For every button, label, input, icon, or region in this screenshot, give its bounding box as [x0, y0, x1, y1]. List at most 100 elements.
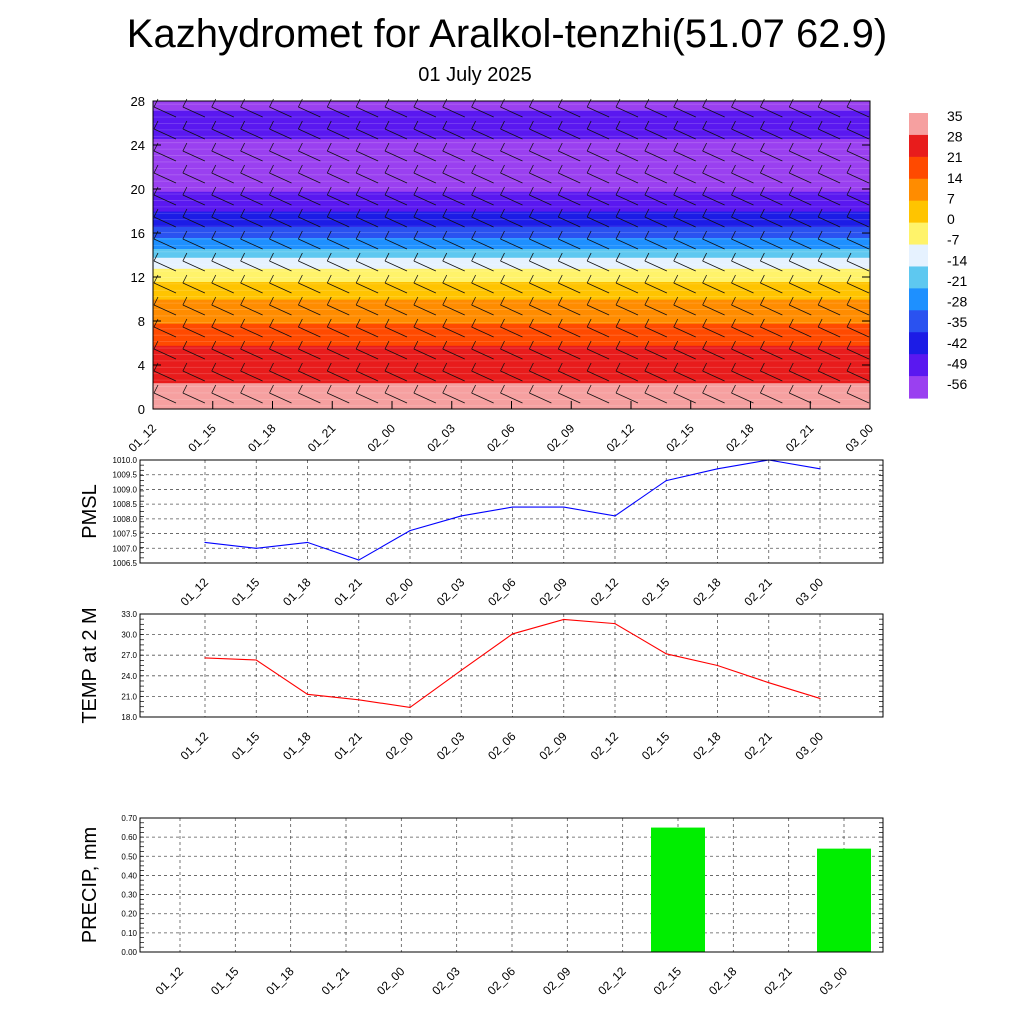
wind-barb-feather	[442, 120, 448, 130]
heatmap-cell	[153, 305, 870, 309]
y-tick-label: 0.30	[121, 891, 137, 900]
colorbar-swatch	[909, 266, 928, 289]
wind-barb-feather	[211, 230, 217, 240]
wind-barb	[153, 348, 177, 360]
wind-barb-feather	[557, 164, 563, 174]
colorbar-swatch	[909, 354, 928, 377]
wind-barb-feather	[269, 98, 274, 108]
heatmap-cell	[153, 116, 870, 120]
wind-barb-feather	[615, 186, 621, 196]
wind-barb	[240, 238, 263, 250]
wind-barb-feather	[557, 120, 563, 130]
wind-barb-feather	[355, 208, 361, 218]
x-tick-label: 02_18	[706, 964, 740, 998]
wind-barb	[558, 326, 581, 338]
plot-area	[140, 460, 883, 563]
wind-barb	[471, 150, 494, 162]
wind-barb-feather	[817, 318, 823, 328]
wind-barb	[529, 304, 552, 316]
wind-barb-feather	[529, 274, 534, 284]
x-tick-label: 01_18	[263, 964, 297, 998]
wind-barb-feather	[731, 318, 736, 328]
wind-barb	[673, 392, 696, 404]
wind-barb-feather	[846, 208, 852, 218]
wind-barb-feather	[240, 318, 245, 328]
wind-barb	[471, 238, 494, 250]
y-tick-label: 20	[131, 182, 145, 197]
wind-barb	[298, 106, 321, 118]
data-point	[204, 657, 206, 659]
wind-barb	[731, 128, 754, 140]
wind-barb-feather	[211, 362, 217, 372]
wind-barb-feather	[817, 120, 823, 130]
wind-barb	[615, 392, 639, 404]
wind-barb-feather	[760, 296, 765, 306]
heatmap-cell	[153, 217, 870, 221]
wind-barb	[586, 128, 610, 140]
wind-barb-feather	[384, 296, 390, 306]
heatmap-cell	[153, 164, 870, 168]
heatmap-cell	[153, 153, 870, 157]
wind-barb	[500, 238, 523, 250]
wind-barb	[789, 150, 812, 162]
x-tick-label: 02_09	[536, 575, 570, 609]
y-tick-label: 0.50	[121, 852, 137, 861]
wind-barb	[153, 282, 177, 294]
data-point	[614, 515, 616, 517]
wind-barb	[760, 216, 783, 228]
wind-barb-feather	[673, 208, 679, 218]
wind-barb-feather	[615, 384, 621, 394]
wind-barb	[846, 348, 870, 360]
wind-barb-feather	[557, 384, 563, 394]
wind-barb	[644, 216, 668, 228]
wind-barb	[413, 194, 437, 206]
wind-barb	[673, 304, 696, 316]
wind-barb-feather	[413, 362, 419, 372]
heatmap-cell	[153, 285, 870, 289]
heatmap-cell	[153, 109, 870, 113]
wind-barb-feather	[586, 142, 592, 152]
wind-barb	[182, 216, 206, 228]
y-tick-label: 0.00	[121, 948, 137, 957]
wind-barb-feather	[182, 362, 188, 372]
wind-barb	[442, 150, 465, 162]
heatmap-cell	[153, 288, 870, 291]
wind-barb	[500, 194, 523, 206]
x-tick-label: 01_15	[208, 964, 242, 998]
wind-barb	[500, 392, 523, 404]
wind-barb	[384, 260, 408, 272]
wind-barb-feather	[413, 186, 419, 196]
colorbar-swatch	[909, 332, 928, 355]
y-tick-label: 1008.5	[113, 500, 138, 509]
heatmap-cell	[153, 356, 870, 359]
wind-barb-feather	[788, 252, 794, 262]
wind-barb	[644, 370, 668, 382]
wind-barb	[789, 348, 812, 360]
wind-barb	[471, 370, 494, 382]
wind-barb	[558, 304, 581, 316]
wind-barb	[355, 216, 379, 228]
colorbar-label: 14	[947, 170, 963, 186]
wind-barb-feather	[326, 208, 332, 218]
wind-barb-feather	[788, 164, 794, 174]
wind-barb-feather	[731, 164, 736, 174]
wind-barb	[558, 238, 581, 250]
wind-barb-feather	[298, 384, 303, 394]
wind-barb	[789, 326, 812, 338]
x-tick-label: 02_09	[540, 964, 574, 998]
wind-barb-feather	[384, 186, 390, 196]
colorbar: 35 28 21 14 7 0 -7 -14 -21 -28 -35 -42 -49 -56	[909, 108, 967, 399]
wind-barb	[760, 150, 783, 162]
wind-barb	[269, 216, 292, 228]
wind-barb	[615, 348, 639, 360]
wind-barb	[384, 282, 408, 294]
wind-barb	[673, 238, 696, 250]
wind-barb-feather	[673, 340, 679, 350]
page-subtitle: 01 July 2025	[418, 64, 532, 86]
wind-barb	[327, 326, 350, 338]
wind-barb	[846, 106, 870, 118]
wind-barb-feather	[269, 186, 274, 196]
wind-barb	[817, 150, 841, 162]
heatmap-cell	[153, 325, 870, 329]
wind-barb-feather	[615, 318, 621, 328]
